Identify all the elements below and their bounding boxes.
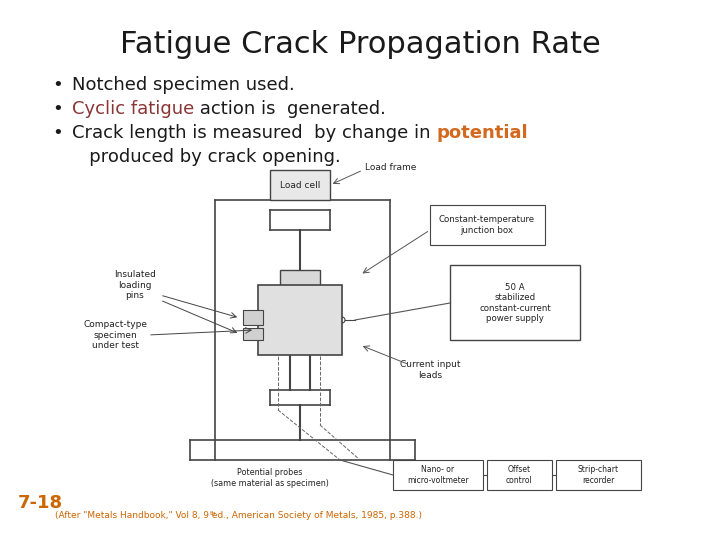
Text: •: • bbox=[52, 76, 63, 94]
Bar bbox=[430, 205, 545, 245]
Text: Offset
control: Offset control bbox=[505, 465, 532, 485]
Bar bbox=[280, 270, 320, 290]
Text: potential: potential bbox=[436, 124, 528, 142]
Circle shape bbox=[273, 310, 283, 320]
Bar bbox=[258, 285, 342, 355]
Bar bbox=[450, 265, 580, 340]
Text: ed., American Society of Metals, 1985, p.388.): ed., American Society of Metals, 1985, p… bbox=[209, 511, 422, 520]
Text: Current input
leads: Current input leads bbox=[400, 360, 460, 380]
Text: produced by crack opening.: produced by crack opening. bbox=[72, 148, 341, 166]
Bar bbox=[270, 170, 330, 200]
Text: Notched specimen used.: Notched specimen used. bbox=[72, 76, 294, 94]
Text: 50 A
stabilized
constant-current
power supply: 50 A stabilized constant-current power s… bbox=[479, 283, 551, 323]
Text: Load cell: Load cell bbox=[280, 180, 320, 190]
Text: Insulated
loading
pins: Insulated loading pins bbox=[114, 270, 156, 300]
Text: Strip-chart
recorder: Strip-chart recorder bbox=[577, 465, 618, 485]
Text: Cyclic fatigue: Cyclic fatigue bbox=[72, 100, 194, 118]
Text: Compact-type
specimen
under test: Compact-type specimen under test bbox=[83, 320, 147, 350]
Text: th: th bbox=[210, 511, 217, 516]
Bar bbox=[556, 460, 641, 490]
Text: Crack length is measured  by change in: Crack length is measured by change in bbox=[72, 124, 436, 142]
Text: Potential probes
(same material as specimen): Potential probes (same material as speci… bbox=[211, 468, 329, 488]
Text: Nano- or
micro-voltmeter: Nano- or micro-voltmeter bbox=[408, 465, 469, 485]
Text: •: • bbox=[52, 100, 63, 118]
Text: Load frame: Load frame bbox=[365, 164, 416, 172]
Text: •: • bbox=[52, 124, 63, 142]
Text: Constant-temperature
junction box: Constant-temperature junction box bbox=[439, 215, 535, 235]
Text: (After "Metals Handbook," Vol 8, 9: (After "Metals Handbook," Vol 8, 9 bbox=[55, 511, 209, 520]
Circle shape bbox=[273, 330, 283, 340]
Circle shape bbox=[339, 317, 345, 323]
Bar bbox=[393, 460, 483, 490]
Text: Fatigue Crack Propagation Rate: Fatigue Crack Propagation Rate bbox=[120, 30, 600, 59]
Bar bbox=[487, 460, 552, 490]
Bar bbox=[243, 328, 263, 340]
Text: action is  generated.: action is generated. bbox=[194, 100, 386, 118]
Text: 7-18: 7-18 bbox=[18, 494, 63, 512]
Bar bbox=[243, 310, 263, 325]
